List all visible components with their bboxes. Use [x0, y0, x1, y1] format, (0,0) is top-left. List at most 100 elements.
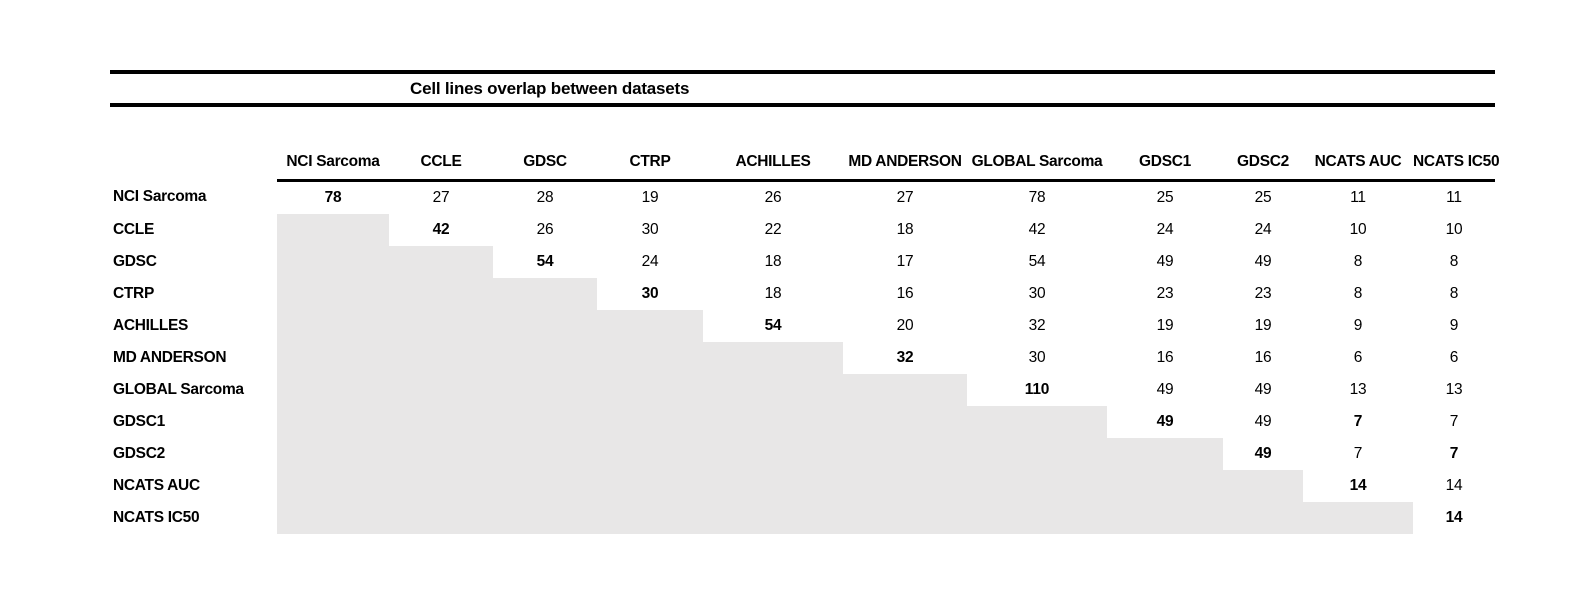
table-row-gdsc2: GDSC2 49 7 7 [110, 438, 1495, 470]
overlap-value-cell: 8 [1353, 253, 1363, 270]
table-row-ncats-ic50: NCATS IC50 14 [110, 502, 1495, 534]
overlap-value-cell: 24 [1254, 221, 1272, 238]
overlap-value-cell: 16 [1156, 349, 1174, 366]
overlap-value-cell: 10 [1445, 221, 1463, 238]
table-row-achilles: ACHILLES 54 20 32 19 19 9 9 [110, 310, 1495, 342]
overlap-value-cell: 11 [1446, 189, 1462, 206]
table-row-ctrp: CTRP 30 18 16 30 23 23 8 8 [110, 278, 1495, 310]
shaded-cell [843, 438, 967, 470]
shaded-cell [389, 374, 493, 406]
table-row-md-anderson: MD ANDERSON 32 30 16 16 6 6 [110, 342, 1495, 374]
column-header-gdsc1: GDSC1 [1107, 107, 1223, 182]
shaded-cell [389, 438, 493, 470]
title-row: Cell lines overlap between datasets [110, 74, 1495, 103]
overlap-value-cell: 9 [1449, 317, 1459, 334]
overlap-value-cell: 54 [764, 317, 782, 334]
shaded-cell [967, 438, 1107, 470]
row-header-ncats-ic50: NCATS IC50 [113, 509, 200, 526]
shaded-cell [597, 342, 703, 374]
overlap-value-cell: 23 [1254, 285, 1272, 302]
shaded-cell [389, 470, 493, 502]
shaded-cell [1223, 470, 1303, 502]
overlap-value-cell: 25 [1156, 189, 1174, 206]
shaded-cell [703, 374, 843, 406]
overlap-value-cell: 14 [1349, 477, 1367, 494]
overlap-value-cell: 7 [1353, 413, 1363, 430]
overlap-value-cell: 26 [764, 189, 782, 206]
overlap-table-figure: Cell lines overlap between datasets NCI … [110, 70, 1500, 534]
table-row-global-sarcoma: GLOBAL Sarcoma 110 49 49 13 13 [110, 374, 1495, 406]
row-header-ctrp: CTRP [113, 285, 154, 302]
shaded-cell [277, 438, 389, 470]
overlap-value-cell: 49 [1254, 445, 1272, 462]
shaded-cell [967, 406, 1107, 438]
overlap-value-cell: 49 [1156, 253, 1174, 270]
shaded-cell [493, 374, 597, 406]
overlap-value-cell: 42 [1028, 221, 1046, 238]
overlap-value-cell: 19 [1254, 317, 1272, 334]
overlap-value-cell: 32 [896, 349, 914, 366]
shaded-cell [703, 406, 843, 438]
column-header-nci-sarcoma: NCI Sarcoma [277, 107, 389, 182]
row-header-global-sarcoma: GLOBAL Sarcoma [113, 381, 244, 398]
shaded-cell [843, 502, 967, 534]
shaded-cell [389, 246, 493, 278]
shaded-cell [597, 374, 703, 406]
overlap-value-cell: 6 [1449, 349, 1459, 366]
shaded-cell [389, 342, 493, 374]
shaded-cell [389, 278, 493, 310]
overlap-value-cell: 30 [641, 221, 659, 238]
overlap-value-cell: 18 [764, 253, 782, 270]
overlap-value-cell: 27 [896, 189, 914, 206]
overlap-value-cell: 8 [1449, 285, 1459, 302]
overlap-value-cell: 9 [1353, 317, 1363, 334]
title-top-rule [110, 70, 1495, 74]
overlap-value-cell: 14 [1445, 477, 1463, 494]
row-header-gdsc2: GDSC2 [113, 445, 165, 462]
overlap-value-cell: 49 [1156, 381, 1174, 398]
shaded-cell [493, 342, 597, 374]
overlap-value-cell: 30 [1028, 285, 1046, 302]
overlap-value-cell: 26 [536, 221, 554, 238]
shaded-cell [389, 502, 493, 534]
overlap-value-cell: 78 [1028, 189, 1046, 206]
overlap-value-cell: 19 [641, 189, 659, 206]
corner-cell [110, 107, 277, 181]
overlap-value-cell: 11 [1350, 189, 1366, 206]
overlap-value-cell: 24 [1156, 221, 1174, 238]
column-header-achilles: ACHILLES [703, 107, 843, 182]
overlap-value-cell: 22 [764, 221, 782, 238]
overlap-value-cell: 6 [1353, 349, 1363, 366]
column-header-ncats-auc: NCATS AUC [1303, 107, 1413, 182]
shaded-cell [597, 470, 703, 502]
shaded-cell [967, 502, 1107, 534]
overlap-value-cell: 42 [432, 221, 450, 238]
table-title: Cell lines overlap between datasets [410, 78, 690, 98]
shaded-cell [597, 310, 703, 342]
overlap-value-cell: 7 [1353, 445, 1363, 462]
overlap-value-cell: 13 [1349, 381, 1367, 398]
overlap-value-cell: 13 [1445, 381, 1463, 398]
shaded-cell [277, 502, 389, 534]
table-row-ncats-auc: NCATS AUC 14 14 [110, 470, 1495, 502]
shaded-cell [277, 278, 389, 310]
overlap-value-cell: 16 [896, 285, 914, 302]
row-header-nci-sarcoma: NCI Sarcoma [113, 188, 207, 206]
shaded-cell [1107, 438, 1223, 470]
shaded-cell [703, 502, 843, 534]
overlap-value-cell: 49 [1156, 413, 1174, 430]
shaded-cell [493, 310, 597, 342]
row-header-md-anderson: MD ANDERSON [113, 349, 227, 366]
overlap-value-cell: 30 [641, 285, 659, 302]
shaded-cell [389, 310, 493, 342]
overlap-value-cell: 24 [641, 253, 659, 270]
overlap-value-cell: 49 [1254, 253, 1272, 270]
shaded-cell [493, 470, 597, 502]
overlap-value-cell: 49 [1254, 413, 1272, 430]
column-header-ncats-ic50: NCATS IC50 [1413, 107, 1500, 182]
shaded-cell [493, 502, 597, 534]
column-header-md-anderson: MD ANDERSON [843, 107, 967, 182]
overlap-value-cell: 23 [1156, 285, 1174, 302]
column-header-gdsc: GDSC [493, 107, 597, 182]
